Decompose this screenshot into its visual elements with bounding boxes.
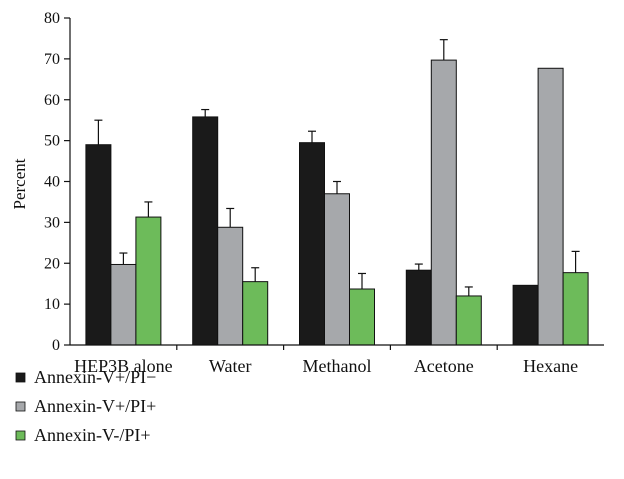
legend-swatch bbox=[15, 401, 26, 412]
y-tick-label: 0 bbox=[52, 337, 60, 354]
bar-1 bbox=[192, 116, 219, 346]
y-tick-label: 60 bbox=[44, 92, 60, 109]
bar-3 bbox=[242, 281, 269, 346]
bar-3 bbox=[135, 216, 162, 346]
legend-swatch bbox=[15, 430, 26, 441]
y-axis-title: Percent bbox=[10, 158, 29, 209]
y-tick-label: 70 bbox=[44, 51, 60, 68]
x-axis: HEP3B alone Water Methanol Acetone Hexane bbox=[70, 344, 604, 376]
legend-label: Annexin-V+/PI− bbox=[34, 367, 156, 387]
bar-2 bbox=[217, 226, 244, 346]
legend-label: Annexin-V+/PI+ bbox=[34, 396, 156, 416]
x-category-label: Water bbox=[209, 356, 252, 376]
y-tick-label: 80 bbox=[44, 10, 60, 27]
y-tick-label: 50 bbox=[44, 133, 60, 150]
bar-1 bbox=[299, 142, 325, 346]
bar-1 bbox=[512, 284, 539, 346]
x-category-label: HEP3B alone bbox=[74, 356, 173, 376]
bar-3 bbox=[349, 288, 375, 346]
bar-1 bbox=[85, 144, 112, 346]
x-category-label: Acetone bbox=[414, 356, 474, 376]
bar-3 bbox=[455, 295, 482, 346]
y-axis: 0 10 20 30 40 50 60 70 80 bbox=[44, 10, 71, 354]
bar-2 bbox=[110, 263, 137, 346]
bar-2 bbox=[324, 193, 350, 346]
y-tick-label: 20 bbox=[44, 255, 60, 272]
x-category-label: Hexane bbox=[523, 356, 578, 376]
legend-label: Annexin-V-/PI+ bbox=[34, 425, 150, 445]
bar-1 bbox=[405, 269, 432, 346]
bar-2 bbox=[430, 59, 457, 346]
bar-3 bbox=[562, 272, 589, 346]
legend-swatch bbox=[15, 372, 26, 383]
y-tick-label: 10 bbox=[44, 296, 60, 313]
y-tick-label: 30 bbox=[44, 214, 60, 231]
bar-2 bbox=[537, 67, 564, 346]
bars bbox=[85, 39, 589, 346]
legend: Annexin-V+/PI− Annexin-V+/PI+ Annexin-V-/P… bbox=[15, 367, 156, 445]
x-category-label: Methanol bbox=[303, 356, 372, 376]
y-tick-label: 40 bbox=[44, 174, 60, 191]
